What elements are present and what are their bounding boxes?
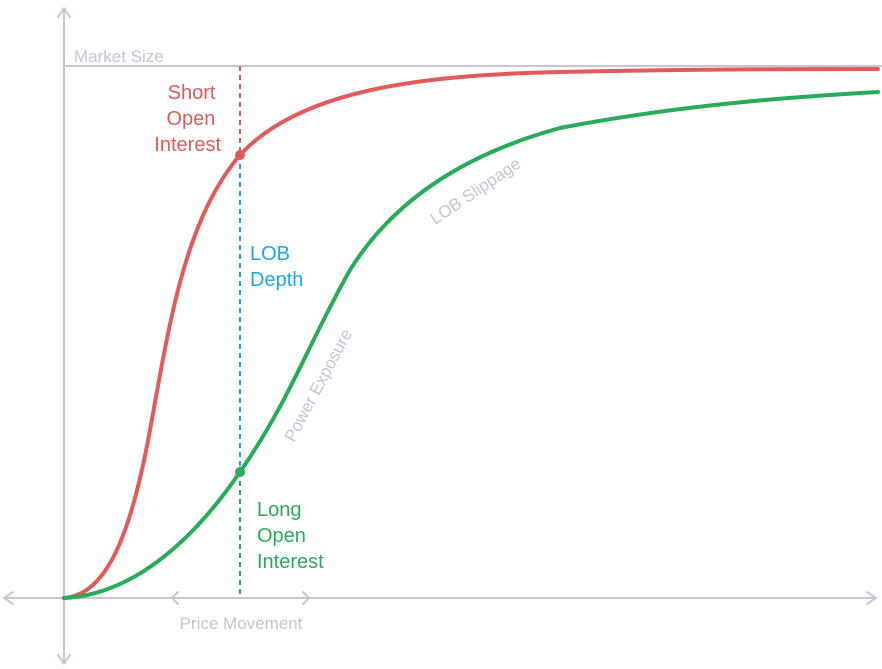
x-axis-left-arrow-icon: [3, 591, 14, 605]
price-movement-left-chevron-icon: [171, 591, 179, 605]
short-label-line-1: Short: [168, 82, 216, 104]
long-interest-point: [235, 467, 245, 477]
y-axis-down-arrow-icon: [57, 654, 71, 665]
depth-label-line-1: LOB: [250, 243, 290, 265]
lob-slippage-label: LOB Slippage: [427, 154, 525, 228]
y-axis-up-arrow-icon: [57, 7, 71, 18]
short-label-line-3: Interest: [154, 134, 221, 156]
lob-depth-label: LOB Depth: [250, 243, 303, 291]
short-open-interest-label: Short Open Interest: [154, 82, 221, 156]
market-size-label: Market Size: [74, 47, 164, 66]
long-label-line-3: Interest: [257, 551, 324, 573]
price-movement-label: Price Movement: [180, 614, 303, 633]
short-label-line-2: Open: [167, 108, 216, 130]
long-label-line-2: Open: [257, 525, 306, 547]
short-interest-point: [235, 150, 245, 160]
long-label-line-1: Long: [257, 499, 302, 521]
price-movement-right-chevron-icon: [302, 591, 310, 605]
long-open-interest-label: Long Open Interest: [257, 499, 324, 573]
long-open-interest-curve: [62, 90, 880, 600]
depth-label-line-2: Depth: [250, 269, 303, 291]
short-open-interest-curve: [62, 67, 880, 600]
x-axis-right-arrow-icon: [866, 591, 877, 605]
